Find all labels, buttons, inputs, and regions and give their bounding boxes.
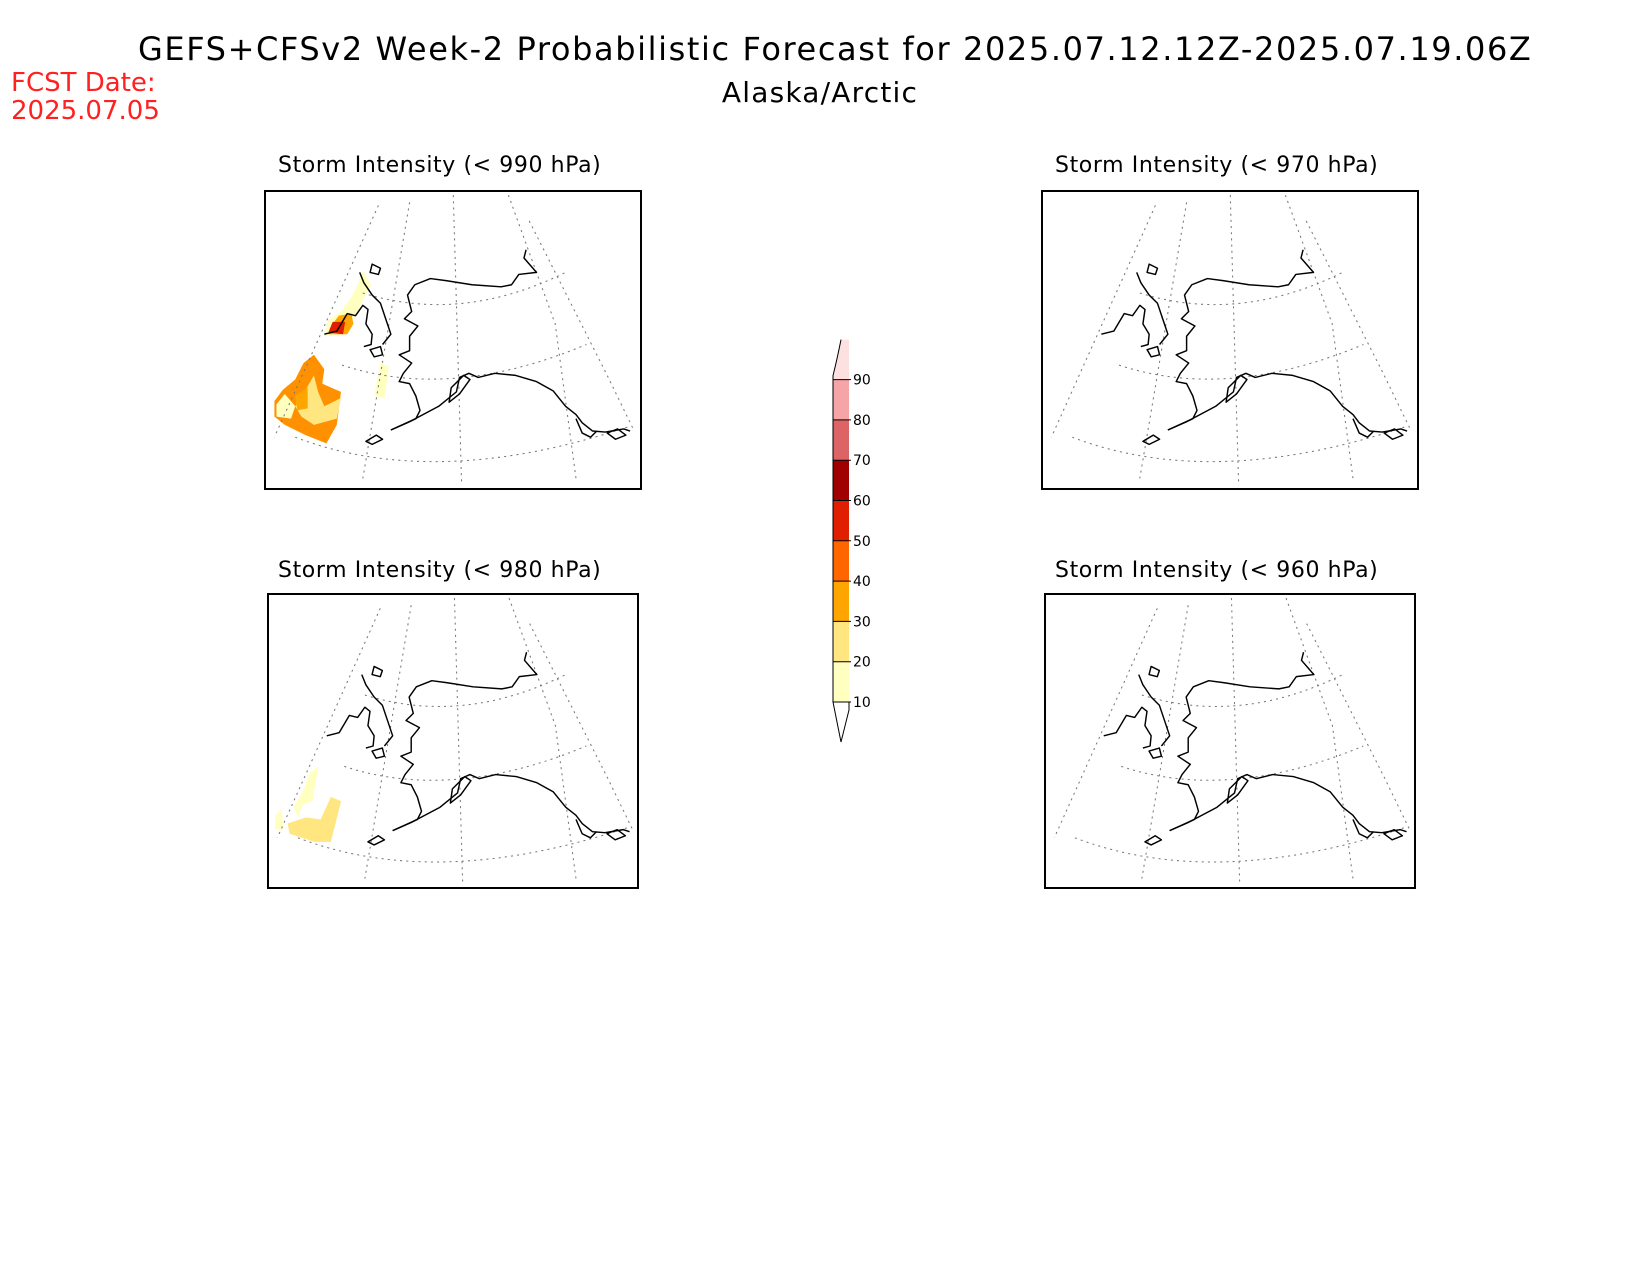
colorbar-swatch-7 (833, 419, 849, 461)
colorbar-swatch-8 (833, 379, 849, 420)
map-panel-960 (1044, 593, 1416, 889)
map-frame (264, 190, 642, 490)
colorbar-swatch-2 (833, 621, 849, 662)
colorbar-swatch-top (833, 339, 849, 380)
map-panel-990 (264, 190, 642, 490)
probability-shading-bering-edge (275, 809, 284, 830)
map-frame (1044, 593, 1416, 889)
colorbar-tick-label: 10 (853, 695, 871, 711)
probability-shading-st-lawrence (374, 363, 389, 399)
panel-title-980: Storm Intensity (< 980 hPa) (278, 558, 602, 583)
colorbar-tick-label: 60 (853, 494, 871, 510)
panel-title-960: Storm Intensity (< 960 hPa) (1055, 558, 1379, 583)
probability-shading-bering-inner (295, 375, 341, 425)
probability-shading-bering-north (293, 766, 319, 818)
probability-shading-bering (287, 797, 342, 842)
colorbar-tick-label: 50 (853, 534, 871, 550)
map-panel-980 (267, 593, 639, 889)
colorbar-tick-label: 30 (853, 614, 871, 630)
forecast-date-label: FCST Date: (11, 68, 156, 98)
colorbar-tick-label: 40 (853, 574, 871, 590)
probability-shading-bering-edge (276, 393, 296, 419)
colorbar-tick-label: 20 (853, 655, 871, 671)
panel-title-970: Storm Intensity (< 970 hPa) (1055, 153, 1379, 178)
colorbar-tick-label: 90 (853, 373, 871, 389)
page-title: GEFS+CFSv2 Week-2 Probabilistic Forecast… (138, 30, 1533, 68)
map-frame (1041, 190, 1419, 490)
colorbar-swatch-6 (833, 460, 849, 501)
probability-shading-bering-mid (295, 387, 308, 411)
colorbar-swatch-5 (833, 500, 849, 541)
forecast-date-value: 2025.07.05 (11, 96, 160, 126)
map-panel-970 (1041, 190, 1419, 490)
colorbar-swatch-1 (833, 661, 849, 702)
colorbar-swatch-4 (833, 540, 849, 582)
panel-title-990: Storm Intensity (< 990 hPa) (278, 153, 602, 178)
colorbar-low-end (832, 701, 850, 743)
colorbar-swatch-3 (833, 581, 849, 622)
colorbar-edge (832, 339, 842, 702)
colorbar-tick-label: 70 (853, 453, 871, 469)
probability-colorbar: 10 20 30 40 50 60 70 80 90 (832, 339, 871, 743)
map-frame (267, 593, 639, 889)
colorbar-tick-label: 80 (853, 413, 871, 429)
page-subtitle: Alaska/Arctic (721, 76, 919, 109)
